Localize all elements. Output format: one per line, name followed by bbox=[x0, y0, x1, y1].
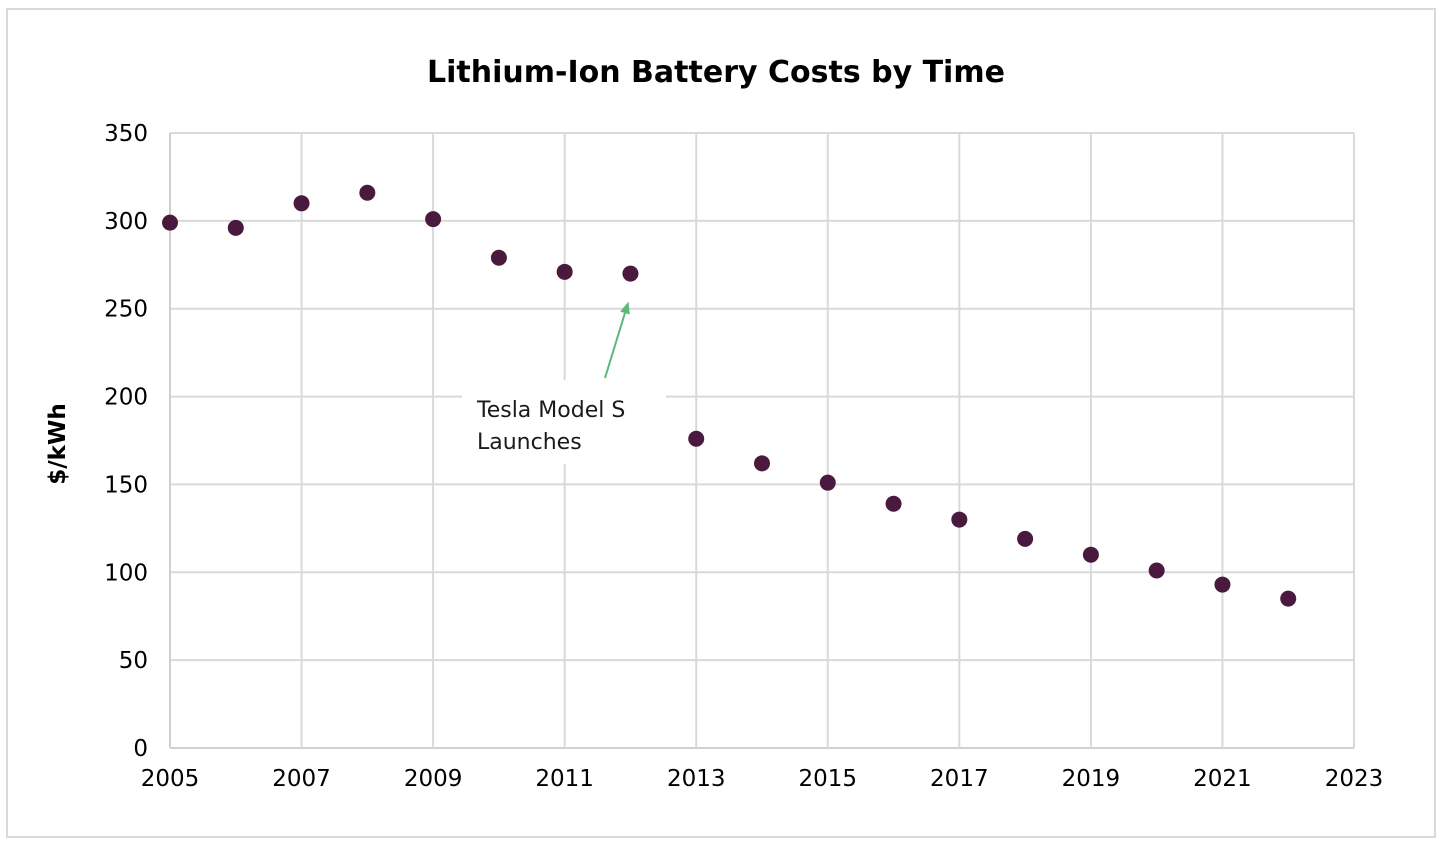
annotation-group: Tesla Model S Launches bbox=[462, 301, 666, 464]
data-point bbox=[162, 214, 178, 231]
data-point bbox=[227, 219, 244, 236]
annotation-text: Tesla Model S Launches bbox=[476, 398, 632, 455]
data-point bbox=[754, 455, 770, 472]
x-tick-label: 2009 bbox=[404, 766, 463, 792]
annotation-arrow bbox=[604, 312, 626, 379]
x-tick-label: 2007 bbox=[272, 766, 331, 792]
data-point bbox=[359, 184, 376, 201]
data-point bbox=[885, 495, 902, 512]
annotation-background bbox=[462, 380, 666, 464]
x-tick-label: 2011 bbox=[535, 766, 594, 792]
data-point bbox=[1148, 562, 1165, 579]
x-tick-label: 2017 bbox=[930, 766, 989, 792]
data-point bbox=[556, 263, 573, 280]
chart-title: Lithium-Ion Battery Costs by Time bbox=[427, 55, 1005, 90]
x-tick-label: 2021 bbox=[1193, 766, 1252, 792]
data-point bbox=[1017, 530, 1034, 547]
x-tick-label: 2005 bbox=[141, 766, 200, 792]
y-tick-label: 250 bbox=[104, 297, 148, 323]
annotation-line-2: Launches bbox=[477, 430, 582, 455]
x-tick-label: 2015 bbox=[799, 766, 858, 792]
chart-frame bbox=[6, 8, 1436, 838]
y-tick-labels: 0 50 100 150 200 250 300 350 bbox=[104, 121, 148, 762]
gridlines bbox=[169, 132, 1355, 749]
y-tick-label: 50 bbox=[119, 648, 148, 674]
data-point bbox=[1082, 546, 1099, 563]
y-tick-label: 200 bbox=[104, 385, 148, 411]
data-point bbox=[819, 474, 836, 491]
y-tick-label: 150 bbox=[104, 472, 148, 498]
data-point bbox=[688, 430, 705, 447]
data-point bbox=[951, 511, 968, 528]
data-point bbox=[293, 195, 310, 212]
data-point bbox=[490, 249, 507, 266]
annotation-line-1: Tesla Model S bbox=[476, 398, 625, 423]
data-point bbox=[622, 265, 639, 282]
annotation-arrowhead bbox=[620, 301, 630, 315]
data-point bbox=[1214, 576, 1231, 593]
y-tick-label: 0 bbox=[133, 736, 148, 762]
x-tick-label: 2013 bbox=[667, 766, 726, 792]
data-point bbox=[425, 211, 442, 228]
x-tick-label: 2019 bbox=[1062, 766, 1121, 792]
y-tick-label: 300 bbox=[104, 209, 148, 235]
x-tick-labels: 2005 2007 2009 2011 2013 2015 2017 2019 2021 2023 bbox=[141, 766, 1384, 792]
data-point bbox=[1280, 590, 1297, 607]
y-tick-label: 100 bbox=[104, 560, 148, 586]
x-tick-label: 2023 bbox=[1325, 766, 1384, 792]
y-axis-label: $/kWh bbox=[45, 403, 71, 484]
y-tick-label: 350 bbox=[104, 121, 148, 147]
data-points bbox=[162, 184, 1297, 607]
